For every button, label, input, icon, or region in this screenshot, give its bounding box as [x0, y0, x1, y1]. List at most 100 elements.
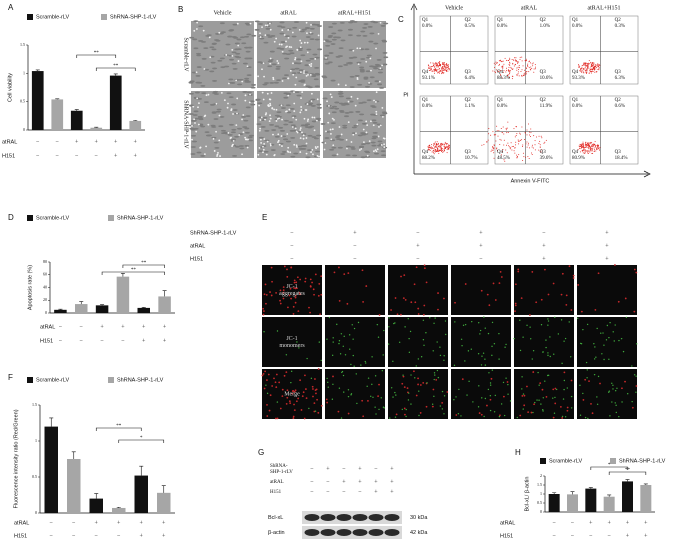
error-bar [100, 304, 105, 306]
y-tick-label: 60 [43, 272, 47, 277]
event-dot [582, 68, 584, 70]
cell-bright [290, 46, 293, 49]
cell-bright [327, 121, 330, 124]
quadrant-value: 0.0% [422, 24, 432, 29]
cell [369, 65, 375, 68]
event-dot [586, 63, 588, 65]
cell [289, 129, 295, 132]
event-dot [509, 62, 511, 64]
dot-red [332, 375, 334, 378]
event-dot [516, 61, 518, 63]
condition-label: atRAL [2, 139, 17, 145]
cell [283, 96, 289, 99]
dot-red [437, 308, 439, 311]
fluorescence-image [577, 264, 638, 315]
cell [284, 57, 290, 60]
dot-green [582, 392, 584, 395]
dot-red [276, 417, 279, 420]
cell-bright [283, 34, 286, 36]
event-dot [445, 63, 447, 65]
quadrant-lines [570, 96, 638, 164]
cell-bright [231, 48, 234, 51]
cell [269, 50, 275, 53]
dot-green [266, 392, 269, 395]
dot-green [534, 401, 536, 404]
significance-bracket [122, 264, 165, 268]
event-dot [509, 148, 511, 150]
dot-red [304, 277, 307, 280]
cell-bright [249, 22, 252, 25]
cell [236, 56, 242, 59]
dot-red [293, 279, 296, 282]
cell [255, 99, 261, 101]
event-dot [436, 151, 438, 153]
cell [219, 116, 225, 118]
quadrant-label: Q3 [615, 70, 622, 75]
dot-green [593, 358, 596, 360]
event-dot [591, 145, 593, 147]
image-bg [388, 369, 448, 419]
event-dot [508, 59, 510, 61]
dot-green [605, 339, 608, 341]
event-dot [429, 145, 431, 147]
event-dot [527, 64, 529, 66]
event-dot [513, 150, 515, 152]
cell-bright [368, 81, 371, 84]
cell [307, 86, 313, 89]
dot-red [294, 389, 297, 392]
event-dot [500, 127, 502, 129]
event-dot [583, 146, 585, 148]
dot-green [507, 393, 509, 395]
cell-bright [269, 22, 271, 25]
dot-green [568, 321, 570, 323]
condition-sign: + [542, 256, 546, 262]
cell [314, 56, 320, 59]
event-dot [514, 57, 516, 59]
event-dot [509, 146, 511, 148]
event-dot [587, 151, 589, 153]
dot-red [413, 370, 415, 373]
cell [337, 55, 343, 57]
cell-bright [366, 154, 369, 157]
cell [246, 91, 252, 94]
significance-label: ** [131, 268, 137, 273]
cell-bright [360, 147, 363, 150]
event-dot [580, 68, 582, 70]
blot-band [320, 529, 336, 536]
cell [213, 118, 219, 120]
event-dot [438, 72, 440, 74]
event-dot [441, 147, 443, 149]
cell [348, 57, 354, 59]
event-dot [483, 144, 485, 146]
dot-green [443, 395, 446, 397]
cell [342, 126, 348, 129]
event-dot [525, 156, 527, 158]
event-dot [503, 144, 505, 146]
cell [316, 103, 322, 106]
cell [383, 22, 389, 25]
dot-red [346, 302, 349, 305]
event-dot [585, 150, 587, 152]
dot-red [288, 400, 291, 403]
dot-red [367, 399, 369, 402]
plot-frame [419, 95, 489, 165]
cell-bright [264, 34, 267, 37]
error-bar [74, 109, 79, 111]
image-bg [514, 317, 574, 367]
cell [194, 117, 200, 120]
dot-red [289, 402, 292, 405]
condition-sign: − [100, 338, 104, 344]
event-dot [594, 146, 596, 148]
image-bg [325, 317, 385, 367]
cell [228, 81, 234, 84]
event-dot [445, 70, 447, 72]
event-dot [590, 61, 592, 63]
dot-red [279, 407, 282, 410]
cell-bright [311, 116, 314, 119]
event-dot [430, 69, 432, 71]
dot-green [500, 403, 503, 405]
event-dot [597, 68, 599, 70]
event-dot [427, 146, 429, 148]
event-dot [584, 66, 586, 68]
